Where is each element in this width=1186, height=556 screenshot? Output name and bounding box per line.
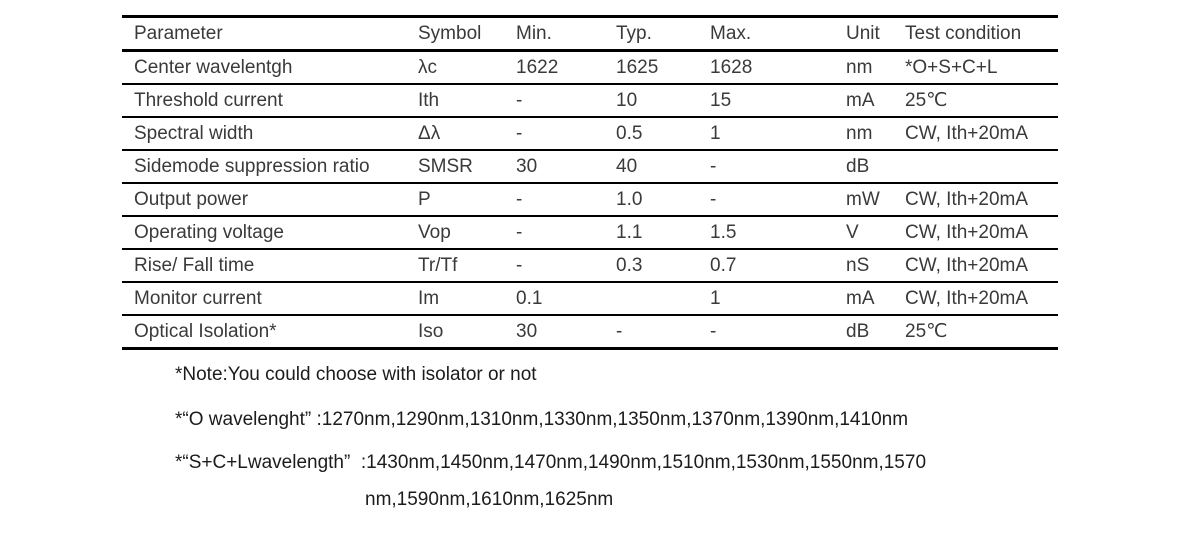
header-row: Parameter Symbol Min. Typ. Max. Unit Tes…: [122, 16, 1058, 51]
cell-typ: 1.1: [616, 221, 643, 243]
cell-symbol: SMSR: [418, 155, 473, 177]
cell-max: 0.7: [710, 254, 737, 276]
table-row: Center wavelentgh λc 1622 1625 1628 nm *…: [122, 51, 1058, 84]
cell-unit: mW: [846, 188, 880, 210]
cell-parameter: Spectral width: [134, 122, 254, 144]
table-row: Spectral width Δλ - 0.5 1 nm CW, Ith+20m…: [122, 117, 1058, 150]
cell-typ: [616, 282, 710, 315]
cell-test-condition: CW, Ith+20mA: [905, 221, 1029, 243]
cell-unit: nm: [846, 56, 873, 78]
column-header-test-condition: Test condition: [905, 22, 1022, 44]
cell-min: 30: [516, 155, 538, 177]
cell-symbol: P: [418, 188, 431, 210]
table-row: Optical Isolation* Iso 30 - - dB 25℃: [122, 315, 1058, 349]
footnote-scl-wavelength-continued: nm,1590nm,1610nm,1625nm: [365, 489, 614, 510]
cell-typ: 1.0: [616, 188, 643, 210]
cell-parameter: Monitor current: [134, 287, 262, 309]
cell-symbol: Tr/Tf: [418, 254, 458, 276]
footnote-o-wavelength: *“O wavelenght” :1270nm,1290nm,1310nm,13…: [175, 409, 909, 430]
table-row: Output power P - 1.0 - mW CW, Ith+20mA: [122, 183, 1058, 216]
cell-typ: 40: [616, 155, 638, 177]
column-header-typ: Typ.: [616, 22, 652, 44]
cell-max: 1: [710, 287, 721, 309]
footnote-isolator: *Note:You could choose with isolator or …: [175, 364, 537, 385]
cell-unit: mA: [846, 89, 875, 111]
cell-symbol: Im: [418, 287, 440, 309]
table-row: Rise/ Fall time Tr/Tf - 0.3 0.7 nS CW, I…: [122, 249, 1058, 282]
cell-min: 30: [516, 320, 538, 342]
footnote-scl-wavelength: *“S+C+Lwavelength” :1430nm,1450nm,1470nm…: [175, 452, 927, 473]
cell-unit: mA: [846, 287, 875, 309]
table-row: Sidemode suppression ratio SMSR 30 40 - …: [122, 150, 1058, 183]
cell-parameter: Sidemode suppression ratio: [134, 155, 370, 177]
column-header-unit: Unit: [846, 22, 880, 44]
cell-min: -: [516, 254, 523, 276]
column-header-parameter: Parameter: [134, 22, 223, 44]
cell-unit: dB: [846, 320, 870, 342]
cell-test-condition: CW, Ith+20mA: [905, 287, 1029, 309]
cell-typ: -: [616, 320, 623, 342]
cell-min: 0.1: [516, 287, 543, 309]
cell-test-condition: CW, Ith+20mA: [905, 188, 1029, 210]
cell-max: 1.5: [710, 221, 737, 243]
column-header-symbol: Symbol: [418, 22, 482, 44]
table-row: Monitor current Im 0.1 1 mA CW, Ith+20mA: [122, 282, 1058, 315]
cell-typ: 0.3: [616, 254, 643, 276]
cell-unit: dB: [846, 155, 870, 177]
cell-test-condition: 25℃: [905, 321, 948, 342]
cell-min: 1622: [516, 56, 559, 78]
cell-test-condition: 25℃: [905, 90, 948, 111]
cell-typ: 10: [616, 89, 638, 111]
cell-min: -: [516, 89, 523, 111]
cell-unit: nm: [846, 122, 873, 144]
table-row: Threshold current Ith - 10 15 mA 25℃: [122, 84, 1058, 117]
cell-parameter: Center wavelentgh: [134, 56, 293, 78]
cell-test-condition: *O+S+C+L: [905, 56, 998, 78]
cell-max: 1628: [710, 56, 753, 78]
cell-max: 15: [710, 89, 732, 111]
cell-test-condition: CW, Ith+20mA: [905, 122, 1029, 144]
cell-typ: 0.5: [616, 122, 643, 144]
cell-max: -: [710, 188, 717, 210]
cell-min: -: [516, 188, 523, 210]
cell-test-condition: CW, Ith+20mA: [905, 254, 1029, 276]
cell-symbol: Vop: [418, 221, 451, 243]
cell-parameter: Optical Isolation*: [134, 320, 277, 342]
column-header-max: Max.: [710, 22, 752, 44]
cell-parameter: Operating voltage: [134, 221, 284, 243]
cell-max: -: [710, 320, 717, 342]
cell-symbol: λc: [418, 56, 437, 78]
cell-symbol: Δλ: [418, 122, 441, 144]
column-header-min: Min.: [516, 22, 552, 44]
cell-symbol: Iso: [418, 320, 444, 342]
cell-typ: 1625: [616, 56, 659, 78]
cell-parameter: Threshold current: [134, 89, 283, 111]
cell-min: -: [516, 221, 523, 243]
cell-unit: nS: [846, 254, 870, 276]
cell-test-condition: [905, 150, 1058, 183]
cell-max: 1: [710, 122, 721, 144]
cell-parameter: Rise/ Fall time: [134, 254, 255, 276]
cell-min: -: [516, 122, 523, 144]
table-row: Operating voltage Vop - 1.1 1.5 V CW, It…: [122, 216, 1058, 249]
cell-symbol: Ith: [418, 89, 440, 111]
spec-table: Parameter Symbol Min. Typ. Max. Unit Tes…: [122, 15, 1058, 350]
cell-parameter: Output power: [134, 188, 249, 210]
cell-max: -: [710, 155, 717, 177]
cell-unit: V: [846, 221, 859, 243]
